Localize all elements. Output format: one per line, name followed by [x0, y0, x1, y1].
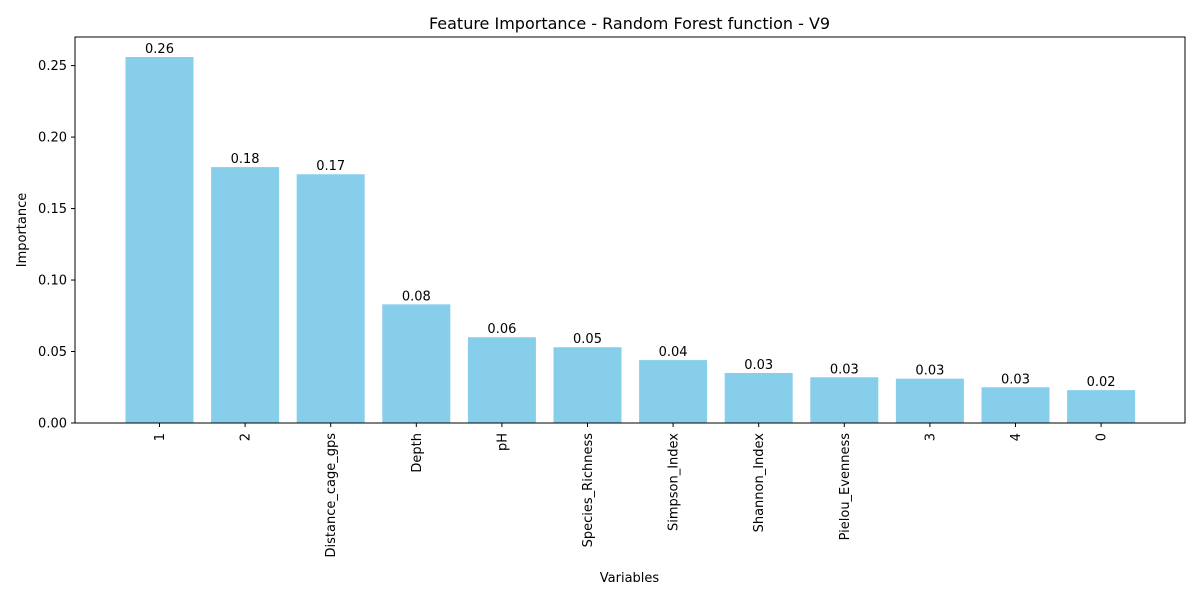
- x-tick-label: Species_Richness: [581, 433, 596, 548]
- x-tick-label: Depth: [410, 433, 425, 473]
- bar-pielou-evenness: [810, 377, 879, 423]
- bar-value-label: 0.03: [1001, 372, 1030, 387]
- bar-value-label: 0.03: [744, 358, 773, 373]
- bar-value-label: 0.04: [659, 345, 688, 360]
- y-tick-label: 0.00: [38, 417, 67, 432]
- plot-frame: [74, 36, 1186, 424]
- bar-value-label: 0.06: [487, 322, 516, 337]
- y-axis: 0.00 0.05 0.10 0.15 0.20 0.25: [38, 59, 75, 432]
- chart-title: Feature Importance - Random Forest funct…: [429, 14, 830, 33]
- bar-ph: [467, 337, 536, 423]
- bar-1: [125, 57, 194, 423]
- bar-depth: [382, 304, 451, 423]
- x-tick-label: 1: [153, 433, 168, 441]
- bar-value-label: 0.03: [915, 364, 944, 379]
- x-axis-label: Variables: [600, 571, 660, 586]
- bar-4: [981, 387, 1050, 423]
- y-tick-label: 0.25: [38, 59, 67, 74]
- x-tick-label: Simpson_Index: [667, 433, 682, 531]
- y-tick-label: 0.20: [38, 131, 67, 146]
- y-tick-label: 0.05: [38, 345, 67, 360]
- y-tick-label: 0.15: [38, 202, 67, 217]
- bar-value-label: 0.26: [145, 42, 174, 57]
- y-axis-label: Importance: [15, 193, 30, 268]
- x-tick-label: Distance_cage_gps: [324, 433, 339, 558]
- x-tick-label: Pielou_Evenness: [838, 433, 853, 541]
- bar-2: [211, 167, 280, 423]
- bar-value-label: 0.08: [402, 289, 431, 304]
- x-tick-label: 3: [923, 433, 938, 441]
- bar-shannon-index: [724, 372, 793, 423]
- bars-layer: [125, 57, 1136, 423]
- bar-0: [1067, 390, 1136, 423]
- bar-3: [895, 378, 964, 423]
- bar-value-label: 0.02: [1087, 375, 1116, 390]
- bar-value-label: 0.05: [573, 332, 602, 347]
- x-axis: 1 2 Distance_cage_gps Depth pH Species_Richne…: [153, 423, 1110, 557]
- x-tick-label: Shannon_Index: [752, 433, 767, 533]
- y-tick-label: 0.10: [38, 274, 67, 289]
- bar-value-label: 0.17: [316, 159, 345, 174]
- x-tick-label: 2: [239, 433, 254, 441]
- bar-value-label: 0.18: [231, 152, 260, 167]
- bar-species-richness: [553, 347, 622, 423]
- x-tick-label: pH: [495, 433, 510, 451]
- value-labels-layer: 0.26 0.18 0.17 0.08 0.06 0.05 0.04 0.03 0.03 0.03…: [145, 42, 1116, 390]
- bar-value-label: 0.03: [830, 362, 859, 377]
- bar-simpson-index: [639, 360, 708, 423]
- x-tick-label: 0: [1095, 433, 1110, 441]
- bar-distance-cage-gps: [296, 174, 365, 423]
- x-tick-label: 4: [1009, 433, 1024, 441]
